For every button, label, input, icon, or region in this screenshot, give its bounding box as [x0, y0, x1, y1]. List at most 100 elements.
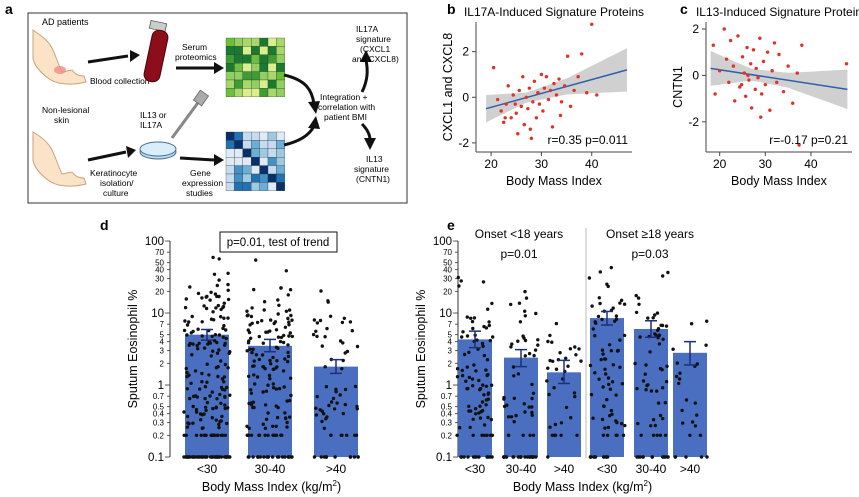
data-point	[252, 287, 256, 292]
heatmap-cell	[242, 46, 252, 55]
data-point	[211, 406, 215, 411]
data-point	[271, 382, 275, 386]
data-point	[223, 341, 227, 346]
data-point	[489, 383, 494, 387]
y-axis-label: Sputum Eosinophil %	[414, 290, 428, 409]
data-point	[777, 52, 781, 57]
data-point	[283, 357, 287, 361]
data-point	[671, 347, 675, 351]
data-point	[278, 339, 283, 344]
data-point	[554, 321, 559, 326]
data-point	[286, 343, 290, 347]
data-point	[636, 296, 641, 300]
data-point	[622, 302, 627, 306]
data-point	[488, 338, 492, 343]
data-point	[356, 455, 360, 459]
data-point	[754, 66, 758, 71]
heatmap-cell	[242, 131, 252, 141]
data-point	[606, 376, 611, 380]
heatmap-cell	[242, 148, 252, 158]
data-point	[194, 407, 199, 412]
data-point	[458, 426, 462, 430]
data-point	[607, 382, 611, 387]
data-point	[510, 342, 514, 346]
data-point	[524, 95, 529, 99]
data-point	[211, 349, 215, 353]
data-point	[273, 320, 278, 324]
data-point	[254, 353, 259, 357]
y-tick-label: 20	[155, 287, 164, 296]
data-point	[502, 395, 506, 400]
y-tick-label: 0	[692, 68, 699, 82]
data-point	[226, 297, 231, 302]
data-point	[532, 353, 536, 358]
data-point	[341, 411, 345, 416]
data-point	[544, 75, 549, 79]
data-point	[661, 337, 665, 341]
data-point	[211, 255, 215, 260]
heatmap-cell	[251, 140, 260, 149]
data-point	[656, 401, 661, 405]
data-point	[490, 433, 495, 437]
data-point	[592, 455, 597, 459]
data-point	[465, 315, 469, 319]
data-point	[260, 353, 265, 357]
data-point	[196, 347, 200, 351]
data-point	[522, 122, 527, 127]
data-point	[568, 104, 573, 109]
data-point	[249, 336, 253, 340]
heatmap-cell	[225, 148, 235, 158]
data-point	[209, 354, 213, 358]
data-point	[604, 372, 608, 376]
data-point	[600, 317, 604, 322]
data-point	[286, 293, 290, 297]
data-point	[271, 355, 275, 360]
data-point	[487, 320, 491, 324]
data-point	[605, 397, 609, 402]
data-point	[319, 289, 323, 293]
panel-letter-e: e	[447, 217, 455, 233]
data-point	[263, 403, 268, 407]
blood-tube-icon	[143, 19, 169, 83]
heatmap-cell	[267, 173, 277, 183]
data-point	[595, 93, 599, 97]
data-point	[634, 310, 639, 315]
data-point	[610, 412, 614, 416]
data-point	[634, 293, 638, 298]
data-point	[467, 404, 471, 408]
data-point	[261, 422, 265, 426]
data-point	[576, 75, 580, 79]
data-point	[603, 426, 607, 430]
data-point	[657, 342, 662, 346]
data-point	[519, 104, 523, 109]
data-point	[345, 433, 349, 437]
heatmap-cell	[225, 173, 235, 183]
data-point	[641, 379, 646, 383]
data-point	[559, 433, 563, 437]
heatmap-cell	[259, 37, 269, 47]
heatmap-cell	[276, 71, 285, 81]
data-point	[184, 297, 188, 301]
data-point	[623, 423, 627, 428]
heatmap-cell	[234, 131, 243, 141]
heatmap-cell	[234, 148, 243, 158]
data-point	[605, 433, 610, 437]
data-point	[253, 382, 257, 386]
data-point	[263, 366, 267, 371]
data-point	[546, 339, 550, 344]
data-point	[742, 71, 747, 75]
heatmap-cell	[259, 157, 269, 166]
data-point	[516, 372, 521, 376]
data-point	[530, 410, 534, 415]
data-point	[749, 106, 754, 110]
data-point	[658, 433, 663, 437]
data-point	[511, 455, 515, 459]
data-point	[490, 301, 494, 306]
data-point	[558, 351, 562, 355]
data-point	[185, 370, 189, 375]
data-point	[251, 405, 255, 410]
data-point	[747, 78, 751, 82]
data-point	[614, 314, 619, 318]
heatmap-cell	[242, 173, 252, 183]
data-point	[283, 411, 287, 415]
